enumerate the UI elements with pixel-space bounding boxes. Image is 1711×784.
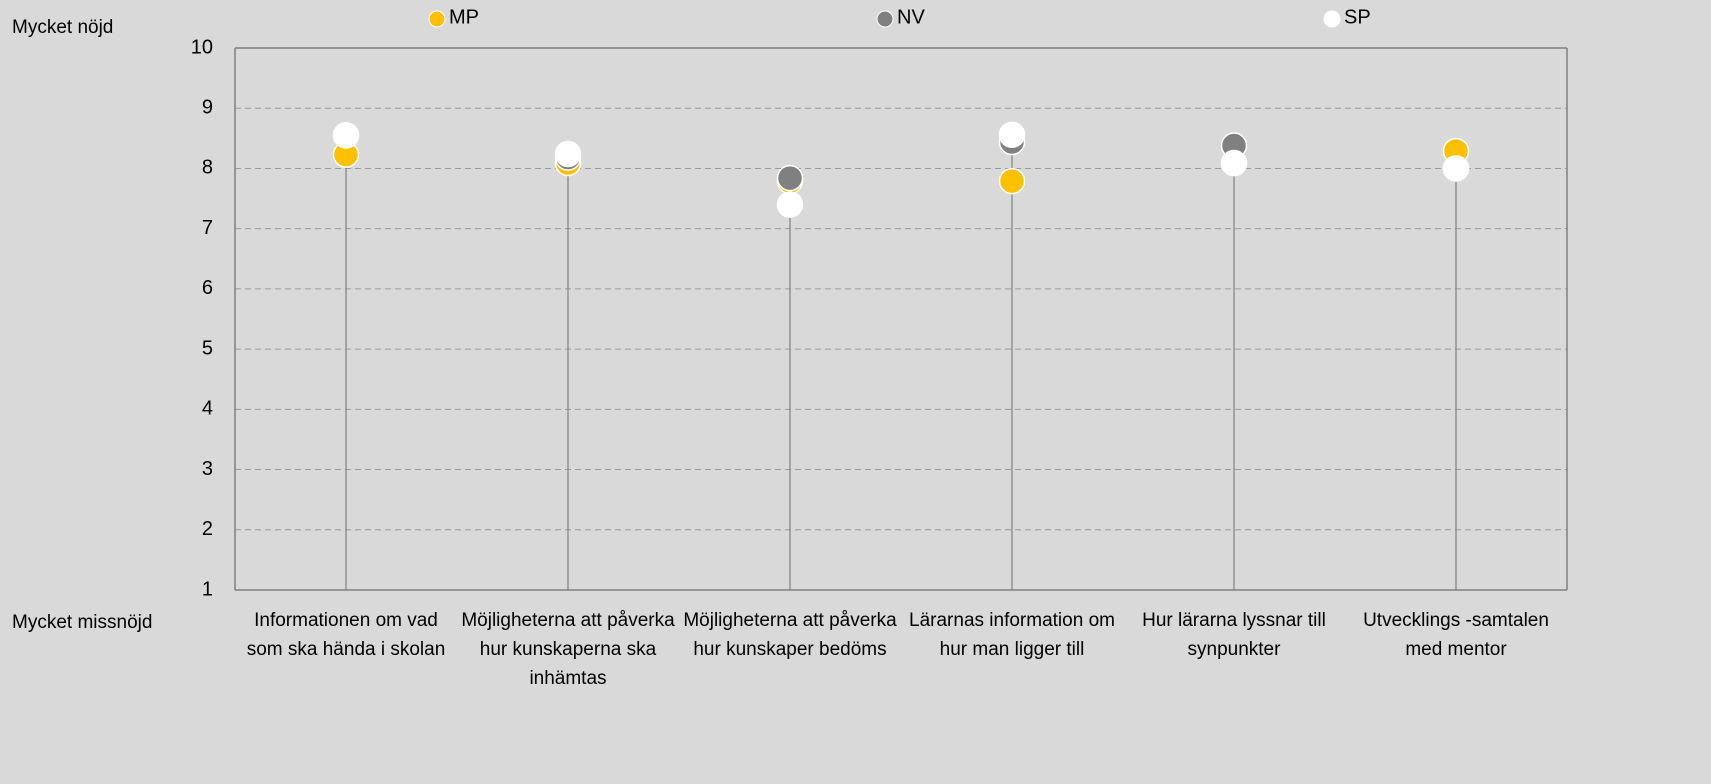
legend-label: NV [897, 6, 925, 28]
x-tick-label: Möjligheterna att påverka hur kunskaper … [683, 610, 897, 660]
bottom-annotation: Mycket missnöjd [12, 612, 152, 633]
dot-marker [332, 122, 360, 149]
dot-marker [998, 167, 1026, 195]
x-tick-label: Utvecklings -samtalen med mentor [1363, 610, 1549, 660]
y-tick-label: 5 [202, 337, 213, 359]
y-tick-label: 6 [202, 277, 213, 299]
legend-marker [1323, 10, 1341, 28]
y-tick-label: 3 [202, 458, 213, 480]
dot-marker [776, 191, 804, 218]
y-tick-label: 2 [202, 518, 213, 540]
top-annotation: Mycket nöjd [12, 17, 113, 38]
x-tick-label: Möjligheterna att påverka hur kunskapern… [461, 610, 675, 689]
x-tick-label: Lärarnas information om hur man ligger t… [909, 610, 1115, 660]
dot-marker [776, 164, 804, 192]
y-tick-label: 10 [191, 36, 213, 58]
x-tick-label: Informationen om vad som ska hända i sko… [246, 610, 446, 660]
dot-marker [998, 121, 1026, 148]
x-tick-label: Hur lärarna lyssnar till synpunkter [1142, 610, 1326, 660]
dot-marker [1220, 149, 1248, 177]
y-tick-label: 4 [202, 398, 213, 420]
legend-label: SP [1344, 6, 1371, 28]
y-tick-label: 8 [202, 157, 213, 179]
legend-marker [876, 10, 894, 28]
y-tick-label: 9 [202, 97, 213, 119]
legend-marker [428, 10, 446, 28]
y-tick-label: 1 [202, 578, 213, 600]
dot-marker [1442, 155, 1470, 182]
legend-label: MP [449, 6, 479, 28]
y-tick-label: 7 [202, 217, 213, 239]
dot-marker [554, 140, 582, 168]
